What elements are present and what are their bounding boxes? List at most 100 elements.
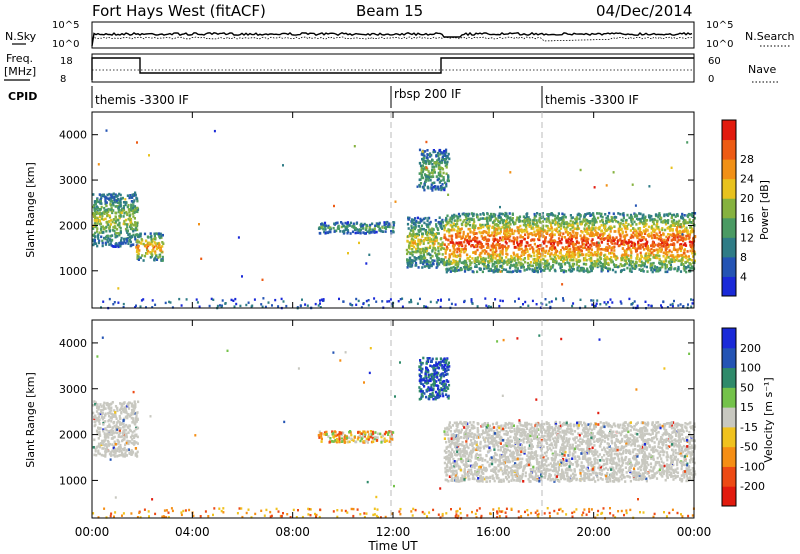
data-cell: [122, 423, 125, 426]
data-cell: [593, 264, 597, 268]
data-cell: [571, 262, 574, 266]
data-cell: [418, 221, 421, 224]
data-cell: [219, 304, 221, 307]
data-cell: [606, 301, 609, 304]
data-cell: [677, 238, 680, 242]
data-cell: [677, 259, 680, 263]
data-cell: [365, 437, 368, 441]
data-cell: [486, 222, 489, 226]
data-cell: [666, 253, 669, 257]
data-cell: [145, 306, 147, 309]
data-cell: [492, 270, 495, 274]
data-cell: [151, 299, 154, 302]
data-cell: [516, 258, 519, 261]
data-cell: [515, 218, 518, 222]
data-cell: [675, 220, 678, 224]
data-cell: [571, 251, 574, 255]
data-cell: [649, 253, 652, 257]
data-cell: [555, 229, 558, 232]
data-cell: [671, 213, 674, 217]
data-cell: [682, 252, 685, 255]
data-cell: [451, 225, 454, 229]
colorbar-tick-label: 8: [740, 251, 747, 264]
data-cell: [653, 268, 656, 272]
data-cell: [427, 266, 431, 269]
data-cell: [122, 402, 126, 405]
data-cell: [407, 246, 411, 249]
data-cell: [575, 248, 578, 251]
data-cell: [101, 225, 104, 228]
data-cell: [531, 238, 534, 241]
data-cell: [575, 258, 578, 261]
data-cell: [104, 202, 107, 206]
data-cell: [95, 446, 98, 449]
data-cell: [593, 218, 596, 221]
data-cell: [523, 218, 526, 222]
data-cell: [588, 270, 591, 274]
data-cell: [457, 212, 461, 216]
data-cell: [682, 220, 685, 224]
data-cell: [644, 232, 647, 235]
data-cell: [591, 223, 594, 226]
data-cell: [368, 226, 371, 229]
data-cell: [494, 251, 497, 254]
data-cell: [442, 178, 445, 182]
data-cell: [657, 250, 660, 253]
data-cell: [684, 266, 687, 269]
data-cell: [117, 198, 120, 201]
data-cell: [455, 255, 459, 259]
data-cell: [123, 220, 126, 223]
data-cell: [108, 452, 112, 456]
data-cell: [546, 217, 549, 220]
data-cell: [437, 188, 440, 191]
data-cell: [634, 213, 637, 216]
data-cell: [571, 304, 574, 308]
data-cell: [445, 245, 448, 249]
data-cell: [445, 238, 448, 241]
data-cell: [662, 254, 665, 258]
data-cell: [92, 212, 95, 215]
data-cell: [599, 214, 602, 218]
data-cell: [460, 268, 463, 271]
data-cell: [151, 238, 154, 242]
data-cell: [690, 214, 693, 217]
data-cell: [110, 417, 113, 420]
data-cell: [106, 439, 110, 443]
data-cell: [499, 260, 502, 263]
data-cell: [147, 249, 150, 253]
data-cell: [494, 246, 498, 250]
data-cell: [347, 436, 350, 440]
data-cell: [320, 222, 323, 226]
data-cell: [130, 449, 133, 452]
data-cell: [413, 240, 416, 243]
data-cell: [665, 239, 668, 242]
data-cell: [682, 239, 685, 243]
data-cell: [572, 235, 575, 239]
data-cell: [507, 245, 510, 248]
data-cell: [456, 232, 459, 236]
data-cell: [98, 432, 101, 436]
data-cell: [431, 250, 434, 253]
data-cell: [663, 238, 666, 242]
data-cell: [426, 149, 429, 152]
data-cell: [355, 222, 358, 225]
data-cell: [94, 216, 97, 219]
data-cell: [544, 259, 547, 263]
data-cell: [572, 258, 575, 262]
data-cell: [92, 205, 95, 209]
data-cell: [130, 203, 133, 207]
data-cell: [607, 269, 610, 273]
data-cell: [640, 264, 643, 268]
data-cell: [459, 235, 462, 238]
data-cell: [324, 228, 327, 231]
data-cell: [136, 246, 139, 249]
data-cell: [572, 302, 575, 305]
data-cell: [101, 214, 104, 218]
data-cell: [542, 230, 545, 233]
data-cell: [124, 407, 127, 411]
data-cell: [645, 247, 648, 250]
data-cell: [360, 222, 363, 226]
data-cell: [135, 210, 138, 213]
data-cell: [423, 154, 426, 158]
data-cell: [157, 256, 160, 259]
